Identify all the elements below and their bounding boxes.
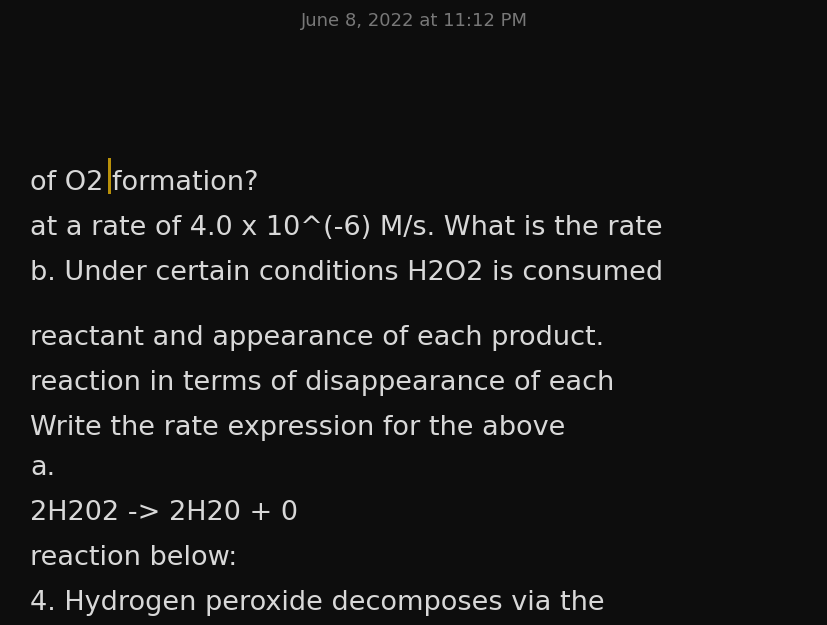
Text: reactant and appearance of each product.: reactant and appearance of each product. [30,325,604,351]
Text: reaction in terms of disappearance of each: reaction in terms of disappearance of ea… [30,370,614,396]
Text: 2H202 -> 2H20 + 0: 2H202 -> 2H20 + 0 [30,500,298,526]
Bar [108,158,111,194]
Text: b. Under certain conditions H2O2 is consumed: b. Under certain conditions H2O2 is cons… [30,260,662,286]
Text: of O2 formation?: of O2 formation? [30,170,258,196]
Text: June 8, 2022 at 11:12 PM: June 8, 2022 at 11:12 PM [300,12,527,30]
Text: reaction below:: reaction below: [30,545,237,571]
Text: a.: a. [30,455,55,481]
Text: 4. Hydrogen peroxide decomposes via the: 4. Hydrogen peroxide decomposes via the [30,590,604,616]
Text: at a rate of 4.0 x 10^(-6) M/s. What is the rate: at a rate of 4.0 x 10^(-6) M/s. What is … [30,215,662,241]
Text: Write the rate expression for the above: Write the rate expression for the above [30,415,565,441]
